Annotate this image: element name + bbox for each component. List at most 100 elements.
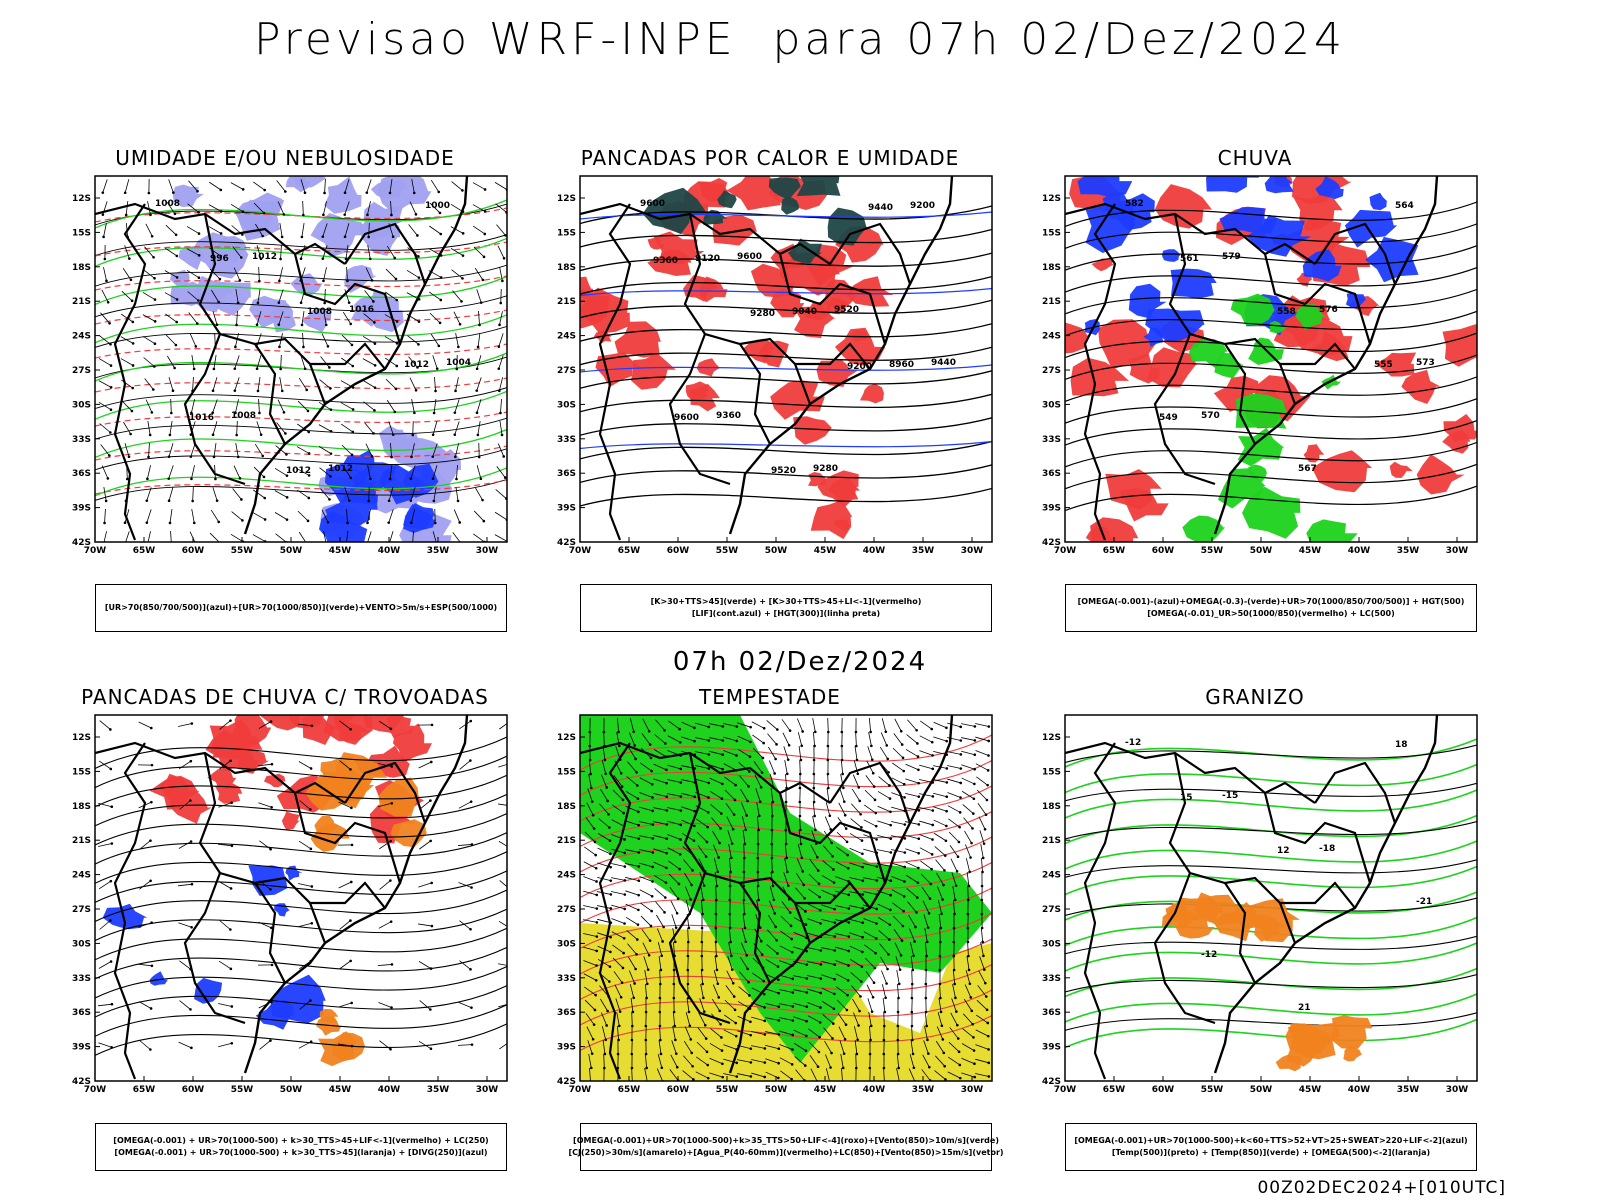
wind-vector bbox=[737, 1030, 751, 1036]
wind-vector-head bbox=[432, 499, 436, 503]
wind-vector bbox=[142, 314, 156, 322]
wind-vector bbox=[881, 984, 887, 998]
wind-vector-head bbox=[686, 940, 690, 944]
wind-vector-head bbox=[691, 869, 694, 872]
wind-vector bbox=[961, 1043, 975, 1051]
wind-vector-head bbox=[982, 954, 985, 958]
wind-vector-head bbox=[460, 300, 463, 303]
contour-label: 1012 bbox=[404, 360, 429, 370]
wind-vector bbox=[191, 355, 195, 369]
wind-vector bbox=[103, 487, 107, 501]
wind-vector bbox=[498, 920, 507, 927]
wind-vector bbox=[909, 1054, 915, 1068]
wind-vector-head bbox=[761, 756, 765, 760]
wind-vector bbox=[924, 1026, 928, 1040]
isoline bbox=[580, 836, 992, 873]
wind-vector bbox=[276, 422, 286, 434]
isoline bbox=[1065, 201, 1477, 228]
wind-vector-head bbox=[833, 949, 837, 952]
wind-vector bbox=[795, 872, 805, 886]
wind-vector bbox=[653, 749, 667, 757]
wind-vector bbox=[950, 858, 958, 872]
wind-vector bbox=[723, 763, 737, 771]
wind-vector-head bbox=[619, 771, 623, 775]
wind-vector bbox=[498, 963, 507, 966]
wind-vector bbox=[322, 223, 328, 237]
field-shading bbox=[1219, 207, 1278, 233]
country-border bbox=[113, 203, 147, 541]
wind-vector-head bbox=[390, 765, 394, 768]
wind-vector-head bbox=[349, 476, 353, 480]
wind-vector bbox=[683, 859, 693, 871]
wind-vector bbox=[756, 802, 760, 816]
country-border bbox=[829, 761, 912, 824]
wind-vector bbox=[631, 1067, 633, 1081]
wind-vector-head bbox=[842, 1052, 846, 1055]
wind-vector bbox=[611, 904, 625, 910]
wind-vector bbox=[601, 1026, 607, 1040]
lat-tick: 15S bbox=[72, 767, 91, 777]
wind-vector bbox=[653, 821, 667, 825]
wind-vector-head bbox=[365, 191, 369, 194]
wind-vector-head bbox=[856, 1038, 859, 1042]
wind-vector bbox=[164, 292, 178, 300]
wind-vector-head bbox=[661, 940, 664, 943]
coastline bbox=[243, 176, 469, 535]
wind-vector-head bbox=[773, 772, 776, 775]
wind-vector bbox=[640, 915, 652, 927]
wind-vector-head bbox=[350, 343, 354, 347]
wind-vector-head bbox=[150, 411, 154, 414]
panel-title: CHUVA bbox=[1217, 146, 1293, 170]
wind-vector bbox=[367, 509, 371, 523]
wind-vector-head bbox=[841, 1066, 845, 1070]
wind-vector bbox=[962, 804, 974, 814]
forecast-map: 1008 1012 1016 1004 1008 1012 1000 996 1008 1012 1… bbox=[55, 174, 515, 574]
wind-vector bbox=[723, 1044, 737, 1050]
wind-vector bbox=[597, 932, 611, 938]
isoline bbox=[1065, 463, 1477, 490]
wind-vector-head bbox=[772, 898, 776, 902]
wind-vector-head bbox=[431, 477, 435, 481]
wind-vector bbox=[235, 399, 239, 413]
wind-vector-head bbox=[799, 842, 803, 846]
isoline bbox=[580, 1015, 992, 1051]
wind-vector bbox=[907, 901, 917, 913]
wind-vector-head bbox=[651, 865, 655, 869]
wind-vector-head bbox=[735, 739, 739, 743]
wind-vector bbox=[236, 420, 238, 436]
wind-vector-head bbox=[943, 869, 946, 872]
wind-vector bbox=[695, 1071, 709, 1079]
wind-vector bbox=[430, 333, 440, 347]
country-border bbox=[598, 203, 632, 541]
wind-vector-head bbox=[594, 866, 598, 870]
field-shading bbox=[332, 1032, 366, 1062]
wind-vector-head bbox=[845, 1008, 849, 1012]
wind-vector-head bbox=[637, 837, 641, 840]
wind-vector bbox=[779, 1044, 793, 1050]
wind-vector-head bbox=[622, 811, 625, 815]
wind-vector bbox=[234, 355, 240, 369]
wind-vector-head bbox=[903, 823, 907, 826]
wind-vector bbox=[367, 531, 372, 542]
wind-vector-head bbox=[349, 322, 353, 326]
wind-vector bbox=[642, 718, 650, 732]
wind-vector bbox=[967, 941, 969, 957]
wind-vector bbox=[948, 1041, 960, 1053]
wind-vector-head bbox=[855, 1052, 859, 1056]
wind-vector bbox=[379, 1040, 391, 1050]
wind-vector-head bbox=[771, 800, 775, 804]
wind-vector-head bbox=[233, 367, 237, 370]
wind-vector bbox=[824, 1040, 832, 1054]
isoline bbox=[580, 417, 992, 436]
wind-vector bbox=[948, 831, 960, 843]
wind-vector-head bbox=[636, 784, 639, 787]
wind-vector bbox=[849, 876, 863, 882]
forecast-map: 582 579 576 573 570 567 564 561 558 555 549 12S 15S 1… bbox=[1025, 174, 1485, 574]
wind-vector bbox=[630, 998, 634, 1012]
lat-tick: 18S bbox=[72, 263, 91, 273]
wind-vector bbox=[98, 380, 112, 388]
wind-vector bbox=[298, 723, 312, 727]
field-shading bbox=[1091, 258, 1115, 272]
wind-vector bbox=[458, 801, 472, 809]
wind-vector bbox=[821, 1000, 835, 1010]
